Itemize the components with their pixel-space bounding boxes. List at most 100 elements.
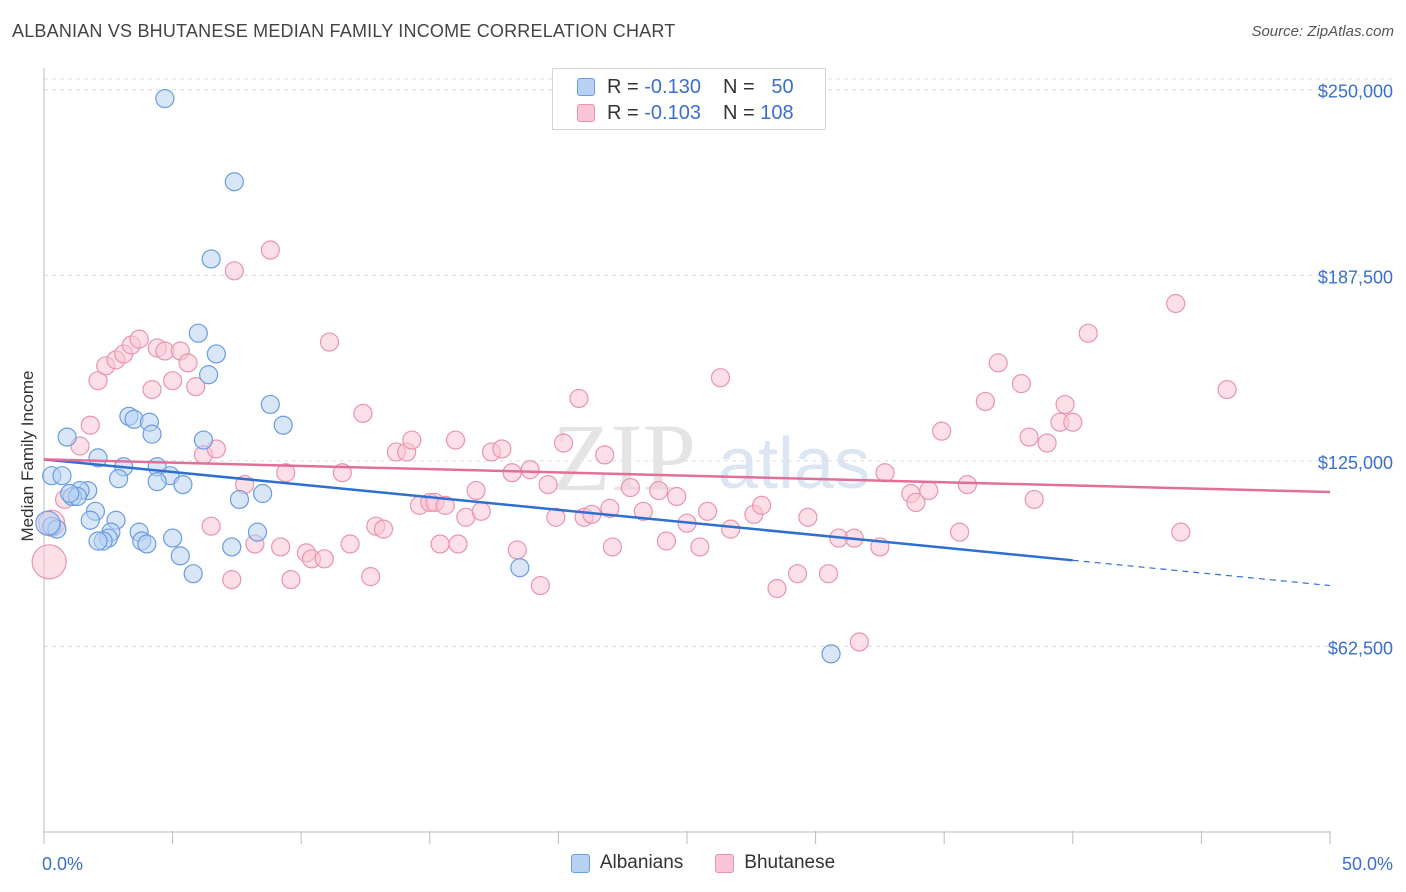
legend-n-value-bhutanese: 108 xyxy=(760,101,794,124)
legend-r-value-albanians: -0.130 xyxy=(644,75,701,98)
axis-layer xyxy=(43,68,1331,844)
point-albanians xyxy=(88,448,108,468)
point-albanians xyxy=(108,469,129,489)
point-bhutanese xyxy=(602,537,623,557)
point-bhutanese xyxy=(281,570,301,590)
point-bhutanese xyxy=(448,534,468,554)
point-bhutanese xyxy=(690,537,710,557)
legend-swatch-bhutanese xyxy=(577,104,595,122)
point-bhutanese xyxy=(373,519,394,539)
point-bhutanese xyxy=(492,439,512,459)
legend-r-label: R = xyxy=(607,75,639,98)
point-albanians xyxy=(88,531,108,551)
point-bhutanese xyxy=(502,463,522,483)
point-bhutanese xyxy=(798,507,818,527)
point-bhutanese xyxy=(1019,427,1039,447)
point-bhutanese xyxy=(353,403,373,423)
point-albanians xyxy=(60,483,80,504)
point-bhutanese xyxy=(276,463,296,483)
point-bhutanese xyxy=(595,445,615,465)
point-bhutanese xyxy=(530,575,550,596)
legend-n-label: N = xyxy=(722,101,755,124)
point-bhutanese xyxy=(697,501,718,521)
series-legend-bhutanese[interactable]: Bhutanese xyxy=(715,852,835,874)
point-albanians xyxy=(201,249,221,269)
point-bhutanese xyxy=(932,421,952,441)
point-bhutanese xyxy=(767,578,787,599)
point-bhutanese xyxy=(430,534,450,554)
point-albanians xyxy=(173,475,193,495)
point-bhutanese xyxy=(656,531,677,551)
series-label-bhutanese: Bhutanese xyxy=(744,852,836,873)
y-axis-label: Median Family Income xyxy=(18,370,37,541)
point-bhutanese xyxy=(1011,374,1031,394)
point-albanians xyxy=(273,415,293,435)
point-albanians xyxy=(147,472,167,492)
point-albanians xyxy=(155,88,175,109)
series-label-albanians: Albanians xyxy=(599,852,684,873)
y-tick-label: $250,000 xyxy=(1318,82,1393,102)
point-bhutanese xyxy=(31,544,67,580)
legend-n-label: N = xyxy=(722,75,755,98)
chart-source: Source: ZipAtlas.com xyxy=(1251,23,1394,40)
point-albanians xyxy=(229,489,250,510)
point-albanians xyxy=(253,483,273,504)
point-bhutanese xyxy=(178,353,198,373)
point-bhutanese xyxy=(710,368,731,388)
point-bhutanese xyxy=(319,332,340,352)
point-bhutanese xyxy=(1063,412,1083,432)
point-bhutanese xyxy=(633,501,653,521)
point-bhutanese xyxy=(445,430,466,450)
point-bhutanese xyxy=(553,433,574,453)
point-bhutanese xyxy=(849,632,869,652)
legend-r-value-bhutanese: -0.103 xyxy=(644,101,701,124)
point-bhutanese xyxy=(129,329,149,349)
trend-layer xyxy=(43,458,1331,587)
point-albanians xyxy=(206,344,226,364)
x-tick-label: 0.0% xyxy=(42,854,83,874)
correlation-legend: R = -0.130 N = 50 R = -0.103 N = 108 xyxy=(552,68,826,130)
grid-layer xyxy=(44,78,1395,647)
point-bhutanese xyxy=(1055,394,1075,415)
point-bhutanese xyxy=(667,486,687,507)
point-bhutanese xyxy=(314,549,334,569)
legend-swatch-albanians xyxy=(577,78,595,96)
point-bhutanese xyxy=(1171,522,1191,542)
point-albanians xyxy=(199,365,219,385)
series-swatch-bhutanese xyxy=(715,853,735,873)
point-albanians xyxy=(188,323,208,343)
point-albanians xyxy=(142,424,162,444)
point-bhutanese xyxy=(361,567,381,587)
point-bhutanese xyxy=(466,480,486,501)
point-bhutanese xyxy=(260,240,280,260)
point-bhutanese xyxy=(471,501,491,521)
y-tick-label: $125,000 xyxy=(1318,453,1393,473)
point-bhutanese xyxy=(271,537,291,557)
label-layer: $62,500 $125,000 $187,500 $250,000 0.0% 50.0%… xyxy=(18,82,1393,874)
point-bhutanese xyxy=(1037,433,1057,453)
point-albanians xyxy=(57,427,77,447)
trend-line-albanians xyxy=(43,458,1073,562)
point-albanians xyxy=(222,537,242,557)
point-bhutanese xyxy=(520,460,540,480)
trend-line-albanians-projection xyxy=(1072,559,1331,587)
point-bhutanese xyxy=(787,564,808,584)
point-bhutanese xyxy=(88,371,108,391)
point-albanians xyxy=(35,510,61,536)
point-bhutanese xyxy=(163,371,183,391)
legend-n-value-albanians: 50 xyxy=(771,75,794,98)
points-layer xyxy=(31,88,1237,664)
point-bhutanese xyxy=(546,507,566,527)
point-bhutanese xyxy=(919,480,939,501)
trend-line-bhutanese xyxy=(43,458,1331,494)
point-albanians xyxy=(224,172,244,192)
point-albanians xyxy=(510,558,530,578)
point-bhutanese xyxy=(950,522,970,542)
point-bhutanese xyxy=(988,353,1008,373)
point-bhutanese xyxy=(402,430,422,450)
series-legend-albanians[interactable]: Albanians xyxy=(570,852,684,874)
point-bhutanese xyxy=(1078,323,1098,343)
chart-title: ALBANIAN VS BHUTANESE MEDIAN FAMILY INCO… xyxy=(12,21,676,41)
point-bhutanese xyxy=(201,516,221,536)
